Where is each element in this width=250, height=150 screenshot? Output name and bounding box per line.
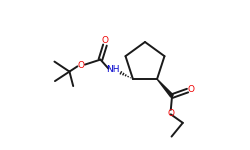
Text: O: O xyxy=(78,61,84,70)
Text: O: O xyxy=(102,36,108,45)
Polygon shape xyxy=(157,79,173,97)
Text: NH: NH xyxy=(106,65,120,74)
Text: O: O xyxy=(168,109,175,118)
Text: O: O xyxy=(188,85,194,94)
